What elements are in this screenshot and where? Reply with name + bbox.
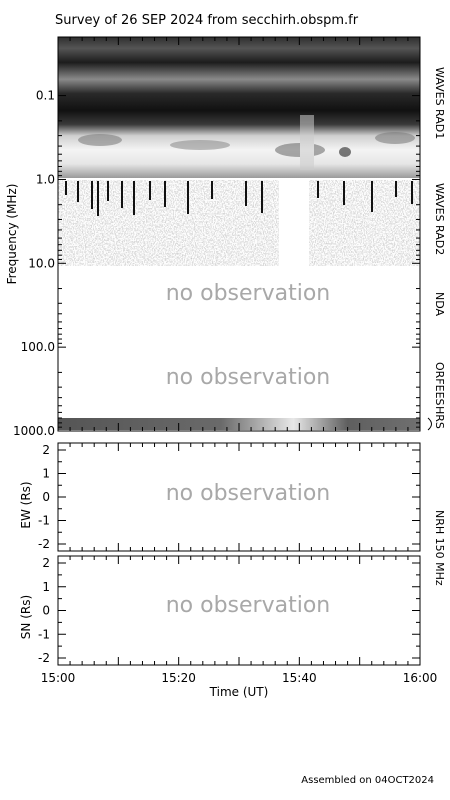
ew-y-tick-label: 0 xyxy=(42,490,50,504)
sn-x-ticks xyxy=(57,556,421,665)
ew-no-observation: no observation xyxy=(166,481,331,506)
ew-y-tick-label: -2 xyxy=(38,537,50,551)
spectrum-y-axis-label: Frequency (MHz) xyxy=(5,184,19,285)
sn-y-tick-label: 1 xyxy=(42,580,50,594)
spectrum-y-tick-label: 10.0 xyxy=(28,256,55,270)
orfees-no-observation: no observation xyxy=(166,365,331,390)
x-axis-label: Time (UT) xyxy=(209,685,269,699)
sn-no-observation: no observation xyxy=(166,593,331,618)
chart-title: Survey of 26 SEP 2024 from secchirh.obsp… xyxy=(55,13,359,28)
x-tick-label: 16:00 xyxy=(403,671,438,685)
sn-y-tick-label: -2 xyxy=(38,651,50,665)
ew-y-tick-label: -1 xyxy=(38,514,50,528)
sn-panel: no observation 2 1 0 -1 -2 SN (Rs) 15:00 15:2… xyxy=(19,555,438,699)
rad1-texture xyxy=(78,115,415,170)
rad2-data-gap xyxy=(279,180,309,267)
band-label-nda: NDA xyxy=(433,292,446,317)
spectrum-y-tick-label: 0.1 xyxy=(36,89,55,103)
ew-x-ticks xyxy=(57,443,421,551)
x-tick-label: 15:40 xyxy=(282,671,317,685)
rad2-bursts xyxy=(65,181,413,216)
band-label-waves-rad1: WAVES RAD1 xyxy=(433,67,446,139)
x-tick-label: 15:00 xyxy=(41,671,76,685)
spectrum-x-ticks xyxy=(57,37,421,431)
nda-no-observation: no observation xyxy=(166,281,331,306)
rad2-band xyxy=(58,180,420,266)
spectrum-y-axis: 0.1 1.0 10.0 100.0 1000.0 xyxy=(13,89,420,438)
ew-y-tick-label: 1 xyxy=(42,467,50,481)
sn-y-axis: 2 1 0 -1 -2 xyxy=(38,556,420,665)
ew-y-axis: 2 1 0 -1 -2 xyxy=(38,443,420,551)
rad1-band xyxy=(58,37,420,178)
sn-y-tick-label: 2 xyxy=(42,556,50,570)
band-label-waves-rad2: WAVES RAD2 xyxy=(433,183,446,255)
band-label-orfees: ORFEES xyxy=(433,362,446,406)
x-tick-labels: 15:00 15:20 15:40 16:00 xyxy=(41,671,438,685)
hrs-bracket xyxy=(427,417,432,431)
band-label-nrh-150: NRH 150 MHz xyxy=(433,510,446,586)
spectrum-y-tick-label: 100.0 xyxy=(21,340,55,354)
x-tick-label: 15:20 xyxy=(161,671,196,685)
band-label-hrs: HRS xyxy=(433,406,446,429)
spectrum-panel: no observation no observation 0.1 1.0 10.0… xyxy=(5,36,432,438)
ew-y-axis-label: EW (Rs) xyxy=(19,481,33,528)
spectrum-y-tick-label: 1.0 xyxy=(36,172,55,186)
ew-y-tick-label: 2 xyxy=(42,443,50,457)
spectrum-y-tick-label: 1000.0 xyxy=(13,424,55,438)
assembled-footer: Assembled on 04OCT2024 xyxy=(301,775,434,786)
sn-y-tick-label: 0 xyxy=(42,604,50,618)
ew-panel: no observation 2 1 0 -1 -2 EW (Rs) xyxy=(19,442,421,552)
sn-y-tick-label: -1 xyxy=(38,627,50,641)
sn-y-axis-label: SN (Rs) xyxy=(19,595,33,639)
